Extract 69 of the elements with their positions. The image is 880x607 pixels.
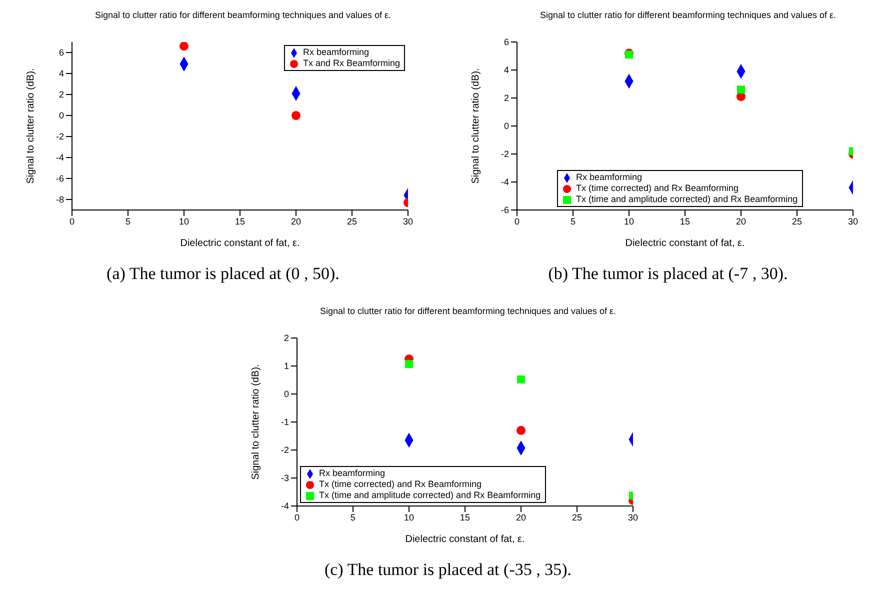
y-tick-label: 0 (58, 110, 64, 121)
x-tick-label: 25 (572, 512, 582, 522)
x-tick-label: 10 (404, 512, 414, 522)
legend-label: Tx (time corrected) and Rx Beamforming (576, 183, 739, 194)
x-tick-label: 20 (516, 512, 526, 522)
y-tick-label: -6 (56, 174, 64, 184)
y-tick-label: -2 (280, 445, 289, 456)
point (516, 426, 526, 435)
x-tick-label: 15 (680, 216, 690, 226)
x-axis-title: Dielectric constant of fat, ε. (625, 238, 745, 249)
text: (c) The tumor is placed at (-35 , 35). (323, 560, 573, 580)
x-tick-label: 0 (294, 512, 300, 522)
y-axis-title: Signal to clutter ratio (dB). (26, 68, 37, 184)
legend-label: Tx (time and amplitude corrected) and Rx Beamforming (319, 490, 541, 501)
chart-title: Signal to clutter ratio for different beamforming techniques and values of ε. (318, 305, 617, 318)
y-tick-label: 0 (284, 389, 289, 400)
text: (a) The tumor is placed at (0 , 50). (106, 264, 340, 284)
legend-label: Tx (time corrected) and Rx Beamforming (319, 479, 482, 490)
y-tick-label: 4 (58, 68, 64, 79)
y-axis-title: Signal to clutter ratio (dB). (250, 364, 262, 480)
point (517, 375, 525, 384)
y-tick-label: 2 (284, 333, 289, 344)
x-tick-label: 25 (346, 216, 358, 226)
x-tick-label: 5 (570, 216, 576, 226)
x-tick-label: 25 (792, 216, 802, 226)
legend-label: Rx beamforming (576, 172, 642, 183)
x-tick-label: 15 (460, 512, 470, 522)
point (737, 86, 745, 94)
y-tick-label: -8 (56, 194, 64, 205)
x-tick-label: 20 (736, 216, 746, 226)
y-tick-label: -1 (280, 417, 289, 428)
y-tick-label: 4 (504, 65, 509, 76)
y-tick-label: -2 (56, 132, 64, 142)
x-axis-title: Dielectric constant of fat, ε. (405, 534, 525, 545)
y-tick-label: -6 (500, 205, 509, 216)
text: (b) The tumor is placed at (-7 , 30). (547, 264, 789, 284)
point (291, 110, 301, 120)
chart-title: Signal to clutter ratio for different beamforming techniques and values of ε. (94, 9, 392, 22)
x-tick-label: 20 (290, 216, 302, 226)
y-tick-label: 6 (58, 48, 64, 58)
y-tick-label: 2 (58, 90, 64, 100)
legend-label: Tx and Rx Beamforming (302, 58, 400, 69)
y-tick-label: -3 (280, 473, 289, 484)
chart-title: Signal to clutter ratio for different beamforming techniques and values of ε. (538, 9, 837, 22)
legend-label: Rx beamforming (319, 468, 386, 479)
x-axis-title: Dielectric constant of fat, ε. (180, 238, 300, 249)
legend-label: Rx beamforming (302, 47, 369, 58)
x-tick-label: 30 (402, 216, 414, 226)
legend-label: Tx (time and amplitude corrected) and Rx Beamforming (576, 194, 798, 205)
point (405, 360, 413, 368)
y-tick-label: -4 (280, 501, 289, 512)
x-tick-label: 10 (178, 216, 190, 226)
x-tick-label: 0 (69, 216, 75, 226)
x-tick-label: 30 (848, 216, 858, 226)
y-tick-label: 1 (284, 361, 289, 372)
x-tick-label: 5 (350, 512, 356, 522)
x-tick-label: 5 (125, 216, 131, 226)
y-tick-label: 0 (504, 121, 509, 132)
x-tick-label: 30 (628, 512, 638, 522)
y-tick-label: 2 (504, 93, 509, 104)
x-tick-label: 15 (234, 216, 246, 226)
point (179, 42, 189, 51)
y-tick-label: -2 (500, 149, 509, 160)
y-tick-label: 6 (504, 37, 509, 48)
x-tick-label: 0 (514, 216, 520, 226)
y-tick-label: -4 (56, 152, 64, 163)
x-tick-label: 10 (624, 216, 634, 226)
y-tick-label: -4 (500, 177, 509, 188)
y-axis-title: Signal to clutter ratio (dB). (470, 68, 482, 184)
